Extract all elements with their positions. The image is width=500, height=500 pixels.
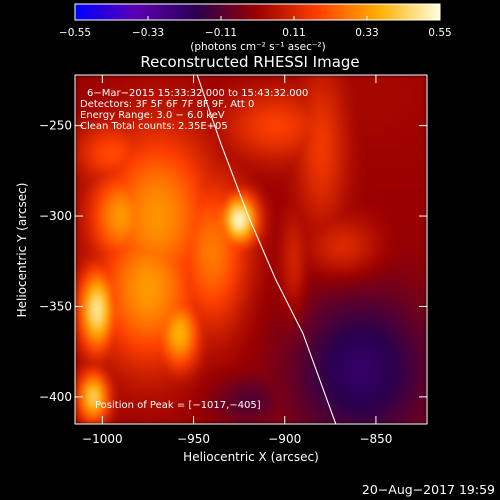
y-tick-label: −400 — [39, 390, 72, 404]
colorbar-tick-label: 0.11 — [282, 27, 305, 39]
colorbar: −0.55 −0.33 −0.11 0.11 0.33 0.55 (photons cm⁻… — [59, 3, 452, 53]
peak-position-label: Position of Peak = [−1017,−405] — [95, 400, 261, 411]
x-tick-label: −850 — [359, 432, 392, 446]
colorbar-ticks: −0.55 −0.33 −0.11 0.11 0.33 0.55 — [59, 16, 452, 39]
annotation-line: Energy Range: 3.0 − 6.0 keV — [80, 110, 225, 121]
x-axis-label: Heliocentric X (arcsec) — [183, 450, 319, 464]
plot-frame — [74, 74, 428, 425]
colorbar-tick-label: −0.11 — [205, 27, 237, 39]
x-axis-ticks: −1000 −950 −900 −850 — [82, 75, 392, 446]
heatmap-image — [75, 75, 427, 424]
colorbar-fill — [74, 3, 441, 21]
plot-area: −1000 −950 −900 −850 −250 −300 −350 −400 — [39, 74, 428, 446]
x-tick-label: −950 — [177, 432, 210, 446]
annotation-line: 6−Mar−2015 15:33:32.000 to 15:43:32.000 — [87, 88, 308, 99]
y-tick-label: −250 — [39, 119, 72, 133]
colorbar-tick-label: −0.55 — [59, 27, 91, 39]
annotations: 6−Mar−2015 15:33:32.000 to 15:43:32.000D… — [80, 88, 308, 132]
y-tick-label: −300 — [39, 209, 72, 223]
x-tick-label: −900 — [268, 432, 301, 446]
footer-timestamp: 20−Aug−2017 19:59 — [362, 482, 495, 497]
solar-limb-line — [196, 74, 337, 425]
y-axis-ticks: −250 −300 −350 −400 — [39, 119, 427, 404]
annotation-line: Clean Total counts: 2.35E+05 — [80, 121, 228, 132]
x-tick-label: −1000 — [82, 432, 123, 446]
colorbar-unit-label: (photons cm⁻² s⁻¹ asec⁻²) — [190, 41, 325, 53]
colorbar-tick-label: 0.33 — [355, 27, 378, 39]
chart-title: Reconstructed RHESSI Image — [140, 53, 359, 71]
annotation-line: Detectors: 3F 5F 6F 7F 8F 9F, Att 0 — [80, 99, 254, 110]
colorbar-tick-label: 0.55 — [428, 27, 451, 39]
colorbar-tick-label: −0.33 — [132, 27, 164, 39]
y-tick-label: −350 — [39, 299, 72, 313]
y-axis-label: Heliocentric Y (arcsec) — [15, 183, 29, 318]
